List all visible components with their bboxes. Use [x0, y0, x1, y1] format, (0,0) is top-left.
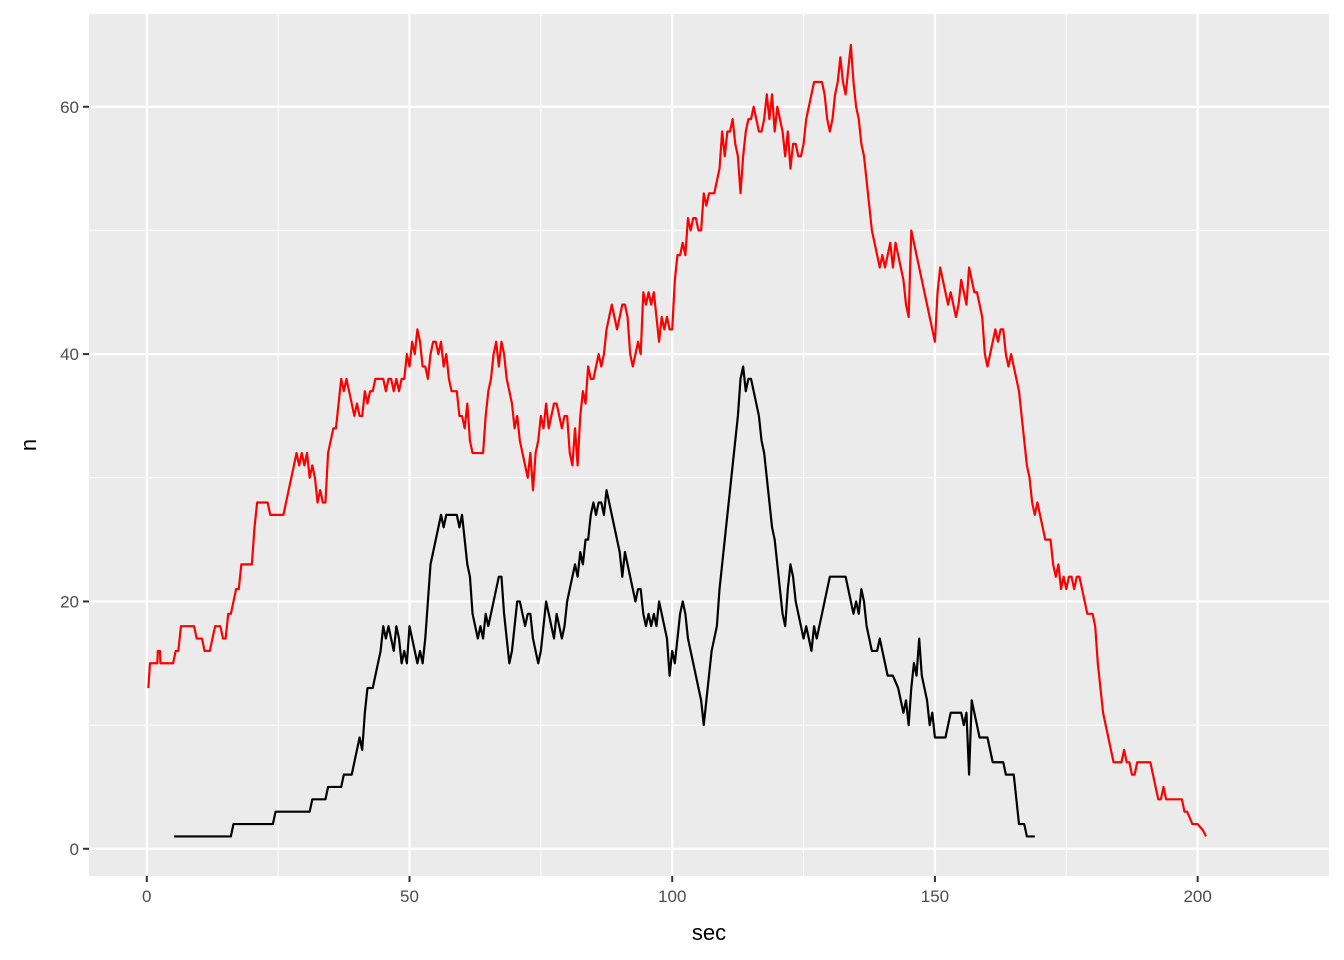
x-axis: 0 50 100 150 200: [142, 876, 1212, 906]
series-layer: [147, 43, 1208, 838]
x-tick-label: 150: [921, 887, 949, 906]
major-gridlines: [89, 14, 1329, 876]
x-tick-label: 50: [400, 887, 419, 906]
y-axis: 0 20 40 60: [60, 98, 89, 859]
series-line-1: [147, 43, 1208, 837]
y-tick-label: 20: [60, 592, 79, 611]
x-tick-label: 100: [658, 887, 686, 906]
x-tick-label: 200: [1183, 887, 1211, 906]
plot-panel: [89, 14, 1329, 876]
x-tick-label: 0: [142, 887, 151, 906]
y-tick-label: 40: [60, 345, 79, 364]
series-line-2: [174, 365, 1035, 838]
y-tick-label: 0: [70, 840, 79, 859]
x-axis-title: sec: [692, 920, 726, 945]
minor-gridlines: [89, 14, 1329, 876]
y-axis-title: n: [16, 439, 41, 451]
y-tick-label: 60: [60, 98, 79, 117]
